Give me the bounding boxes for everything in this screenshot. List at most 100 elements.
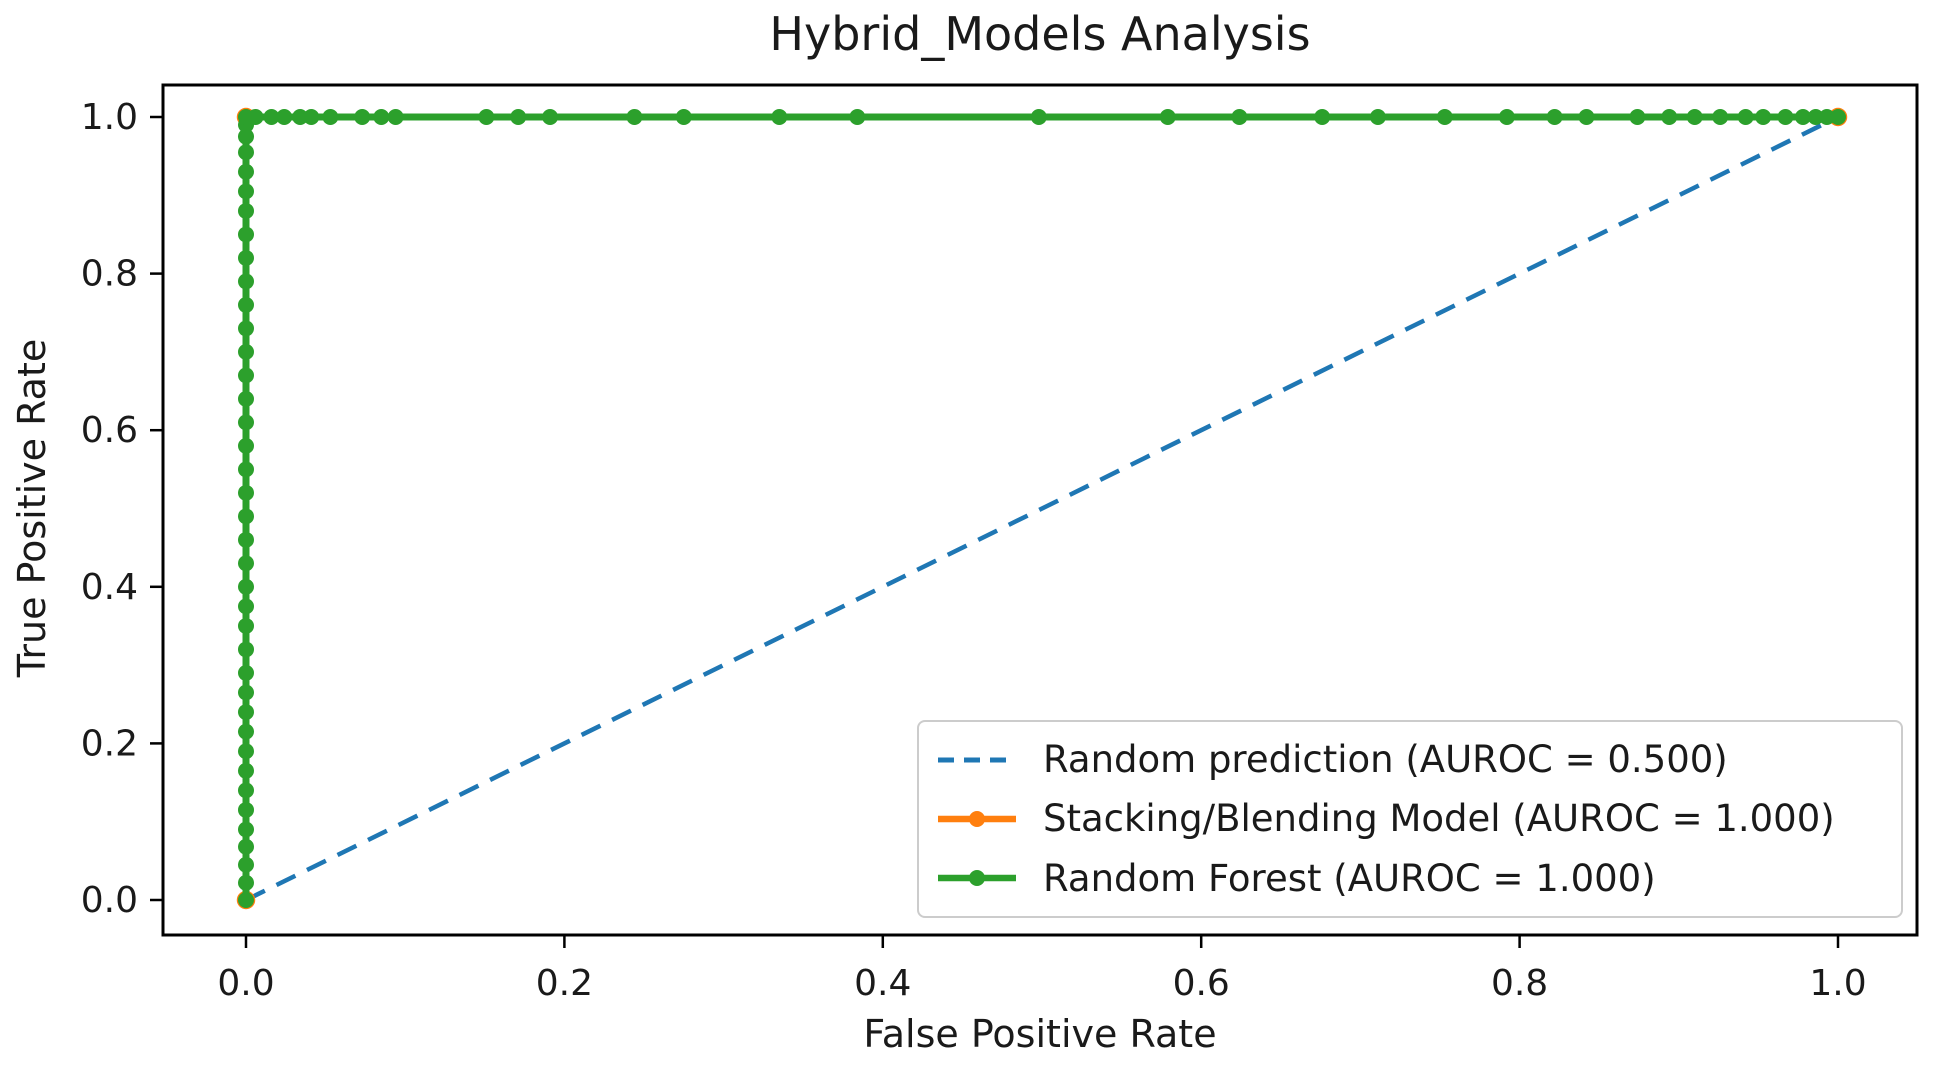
- series-random-forest-marker: [238, 801, 254, 818]
- series-random-forest-marker: [238, 249, 254, 266]
- legend-entry-random-forest: Random Forest (AUROC = 1.000): [935, 857, 1885, 900]
- legend-swatch-line-marker: [938, 810, 1016, 827]
- series-random-forest-marker: [303, 109, 320, 125]
- series-random-forest-marker: [1030, 109, 1047, 125]
- series-random-forest-marker: [238, 743, 254, 760]
- x-axis-label: False Positive Rate: [863, 1012, 1217, 1056]
- series-random-forest-marker: [849, 109, 866, 125]
- series-random-forest-marker: [292, 109, 309, 125]
- x-tick-label: 0.8: [1491, 963, 1548, 1004]
- series-random-forest-marker: [1231, 109, 1248, 125]
- series-random-forest-marker: [1777, 109, 1794, 125]
- series-random-forest-marker: [1314, 109, 1331, 125]
- series-random-forest-marker: [238, 163, 254, 180]
- series-random-forest-marker: [238, 531, 254, 548]
- series-random-forest-marker: [238, 183, 254, 200]
- series-random-forest-marker: [542, 109, 559, 125]
- series-random-forest-marker: [1807, 109, 1824, 125]
- series-random-forest-marker: [238, 414, 254, 431]
- y-tick-label: 0.8: [81, 254, 138, 295]
- series-random-forest-marker: [238, 723, 254, 740]
- chart-title: Hybrid_Models Analysis: [769, 7, 1311, 61]
- series-random-forest-marker: [238, 856, 254, 873]
- series-random-forest-marker: [1369, 109, 1386, 125]
- y-tick-label: 0.4: [81, 567, 138, 608]
- series-random-forest-marker: [276, 109, 293, 125]
- y-tick-label: 1.0: [81, 97, 138, 138]
- series-random-forest-marker: [675, 109, 692, 125]
- legend-label: Random prediction (AUROC = 0.500): [1043, 738, 1728, 782]
- series-random-forest-marker: [238, 437, 254, 454]
- series-random-forest-marker: [1818, 109, 1835, 125]
- series-random-forest-marker: [1712, 109, 1729, 125]
- series-random-forest-marker: [238, 320, 254, 337]
- series-random-forest-marker: [626, 109, 643, 125]
- series-random-forest-marker: [238, 461, 254, 478]
- series-random-forest-marker: [1498, 109, 1515, 125]
- legend-label: Stacking/Blending Model (AUROC = 1.000): [1043, 797, 1835, 841]
- series-random-forest-marker: [238, 484, 254, 501]
- series-random-forest-marker: [238, 641, 254, 658]
- series-random-forest-marker: [322, 109, 339, 125]
- series-random-forest-marker: [238, 892, 254, 908]
- series-random-forest-marker: [373, 109, 390, 125]
- series-random-forest-marker: [238, 617, 254, 634]
- series-random-forest-marker: [238, 202, 254, 219]
- y-tick-label: 0.6: [81, 410, 138, 451]
- legend: Random prediction (AUROC = 0.500) Stacki…: [917, 720, 1903, 918]
- series-random-forest-marker: [238, 343, 254, 360]
- series-random-forest-marker: [238, 273, 254, 290]
- series-random-forest-marker: [263, 109, 280, 125]
- series-random-forest-marker: [771, 109, 788, 125]
- series-random-forest-marker: [238, 762, 254, 779]
- series-random-forest-marker: [1436, 109, 1453, 125]
- series-random-forest-marker: [1629, 109, 1646, 125]
- series-random-forest-marker: [238, 704, 254, 721]
- y-tick-label: 0.0: [81, 880, 138, 921]
- series-random-forest-marker: [238, 684, 254, 701]
- series-random-forest-marker: [1755, 109, 1772, 125]
- series-random-forest-marker: [1737, 109, 1754, 125]
- series-random-forest-marker: [354, 109, 371, 125]
- x-tick-label: 0.4: [854, 963, 911, 1004]
- series-random-prediction-line: [245, 114, 1839, 903]
- x-tick-label: 1.0: [1809, 963, 1866, 1004]
- y-axis-label: True Positive Rate: [10, 338, 54, 678]
- legend-entry-random-prediction: Random prediction (AUROC = 0.500): [935, 738, 1885, 781]
- series-random-forest-marker: [1159, 109, 1176, 125]
- series-random-forest-marker: [1661, 109, 1678, 125]
- series-random-forest-marker: [238, 821, 254, 838]
- series-random-forest-marker: [238, 144, 254, 161]
- legend-swatch-dashed-line: [938, 757, 1016, 763]
- legend-entry-stacking-blending: Stacking/Blending Model (AUROC = 1.000): [935, 797, 1885, 840]
- series-random-forest-marker: [238, 578, 254, 595]
- plot-border: [161, 83, 1919, 937]
- x-tick-label: 0.6: [1173, 963, 1230, 1004]
- series-random-forest-marker: [510, 109, 527, 125]
- series-random-forest-marker: [238, 874, 254, 891]
- series-random-forest-marker: [1686, 109, 1703, 125]
- legend-swatch-dot: [969, 870, 985, 887]
- legend-swatch-dot: [969, 810, 985, 827]
- x-tick-label: 0.0: [217, 963, 274, 1004]
- series-random-forest-marker: [478, 109, 495, 125]
- series-random-forest-marker: [1830, 109, 1846, 125]
- series-random-forest-marker: [238, 838, 254, 855]
- series-random-forest-marker: [1546, 109, 1563, 125]
- series-random-forest-marker: [387, 109, 404, 125]
- series-random-forest-marker: [238, 390, 254, 407]
- series-random-forest-marker: [238, 782, 254, 799]
- series-random-forest-marker: [1578, 109, 1595, 125]
- legend-swatch-line-marker: [938, 870, 1016, 887]
- series-random-forest-marker: [238, 226, 254, 243]
- series-random-forest-marker: [238, 508, 254, 525]
- series-random-forest-marker: [238, 555, 254, 572]
- series-random-forest-marker: [238, 598, 254, 615]
- series-random-forest-marker: [238, 296, 254, 313]
- y-tick-label: 0.2: [81, 723, 138, 764]
- series-random-forest-marker: [247, 109, 264, 125]
- x-tick-label: 0.2: [536, 963, 593, 1004]
- series-random-forest-marker: [238, 664, 254, 681]
